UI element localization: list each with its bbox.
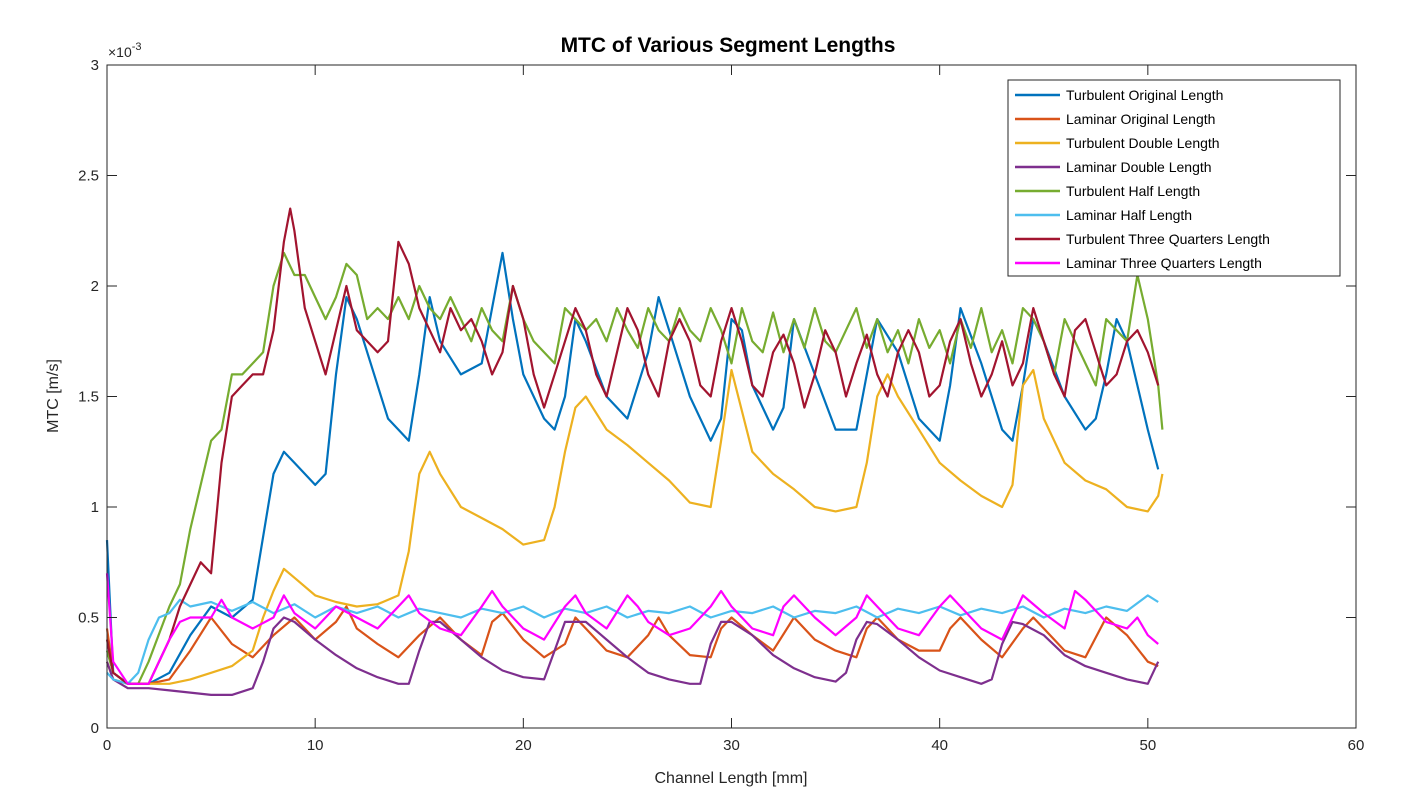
legend-box [1007,79,1341,277]
plot-area: 0 10 20 30 40 50 60 0 0.5 1 1.5 2 2.5 3 [78,57,1364,754]
series-line-2 [105,605,1159,685]
series-lines [105,207,1164,697]
legend-label: Laminar Three Quarters Length [1066,255,1262,271]
legend-label: Laminar Half Length [1066,207,1192,223]
series-line-3 [105,368,1164,685]
x-tick-label: 50 [1139,737,1156,754]
x-axis-ticks: 0 10 20 30 40 50 60 [103,65,1365,754]
y-axis-ticks: 0 0.5 1 1.5 2 2.5 3 [78,57,1356,737]
y-axis-label: MTC [m/s] [45,359,62,433]
x-axis-label: Channel Length [mm] [655,770,808,787]
legend-label: Laminar Original Length [1066,111,1215,127]
legend-label: Turbulent Double Length [1066,135,1220,151]
y-tick-label: 3 [91,57,99,74]
series-line-1 [105,251,1160,685]
x-tick-label: 10 [307,737,324,754]
legend: Turbulent Original Length Laminar Origina… [1007,79,1341,277]
x-tick-label: 30 [723,737,740,754]
y-tick-label: 1 [91,499,99,516]
chart-title: MTC of Various Segment Lengths [561,34,896,57]
y-tick-label: 2 [91,278,99,295]
y-exponent-base: ×10 [108,44,132,60]
legend-label: Laminar Double Length [1066,159,1212,175]
y-tick-label: 0 [91,720,99,737]
y-exponent-power: -3 [132,41,142,53]
series-line-5 [105,251,1164,685]
series-line-6 [106,594,1159,685]
y-tick-label: 0.5 [78,610,99,627]
legend-label: Turbulent Half Length [1066,183,1200,199]
legend-label: Turbulent Three Quarters Length [1066,231,1270,247]
y-tick-label: 2.5 [78,168,99,185]
y-exponent-label: ×10-3 [108,41,142,60]
x-tick-label: 20 [515,737,532,754]
legend-label: Turbulent Original Length [1066,87,1223,103]
series-line-8 [105,573,1159,685]
legend-items: Turbulent Original Length Laminar Origina… [1015,87,1270,271]
x-tick-label: 0 [103,737,111,754]
y-tick-label: 1.5 [78,389,99,406]
series-line-7 [105,207,1160,685]
series-line-4 [105,616,1160,697]
x-tick-label: 60 [1348,737,1365,754]
x-tick-label: 40 [931,737,948,754]
